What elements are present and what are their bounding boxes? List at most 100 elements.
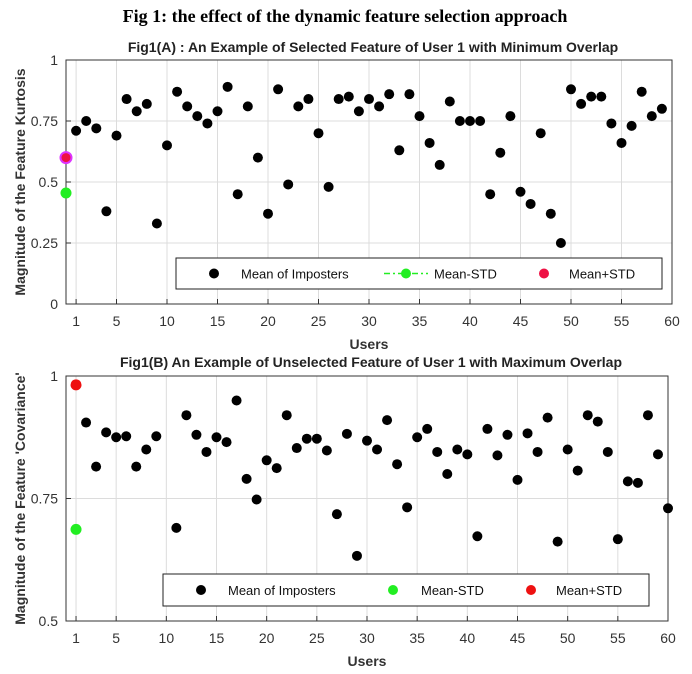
legend-marker bbox=[526, 585, 536, 595]
data-point bbox=[273, 84, 284, 95]
x-tick-label: 20 bbox=[260, 313, 276, 329]
data-point bbox=[70, 523, 82, 535]
data-point bbox=[293, 101, 304, 112]
legend-marker bbox=[388, 585, 398, 595]
data-point bbox=[606, 118, 617, 129]
data-point bbox=[162, 140, 172, 151]
data-point bbox=[465, 116, 475, 126]
x-tick-label: 40 bbox=[460, 630, 476, 646]
data-point bbox=[121, 431, 132, 442]
data-point bbox=[392, 459, 403, 470]
data-point bbox=[172, 86, 183, 97]
data-point bbox=[60, 187, 72, 199]
data-point bbox=[642, 410, 653, 421]
data-point bbox=[91, 461, 102, 472]
data-point bbox=[394, 145, 405, 156]
data-point bbox=[652, 449, 663, 460]
legend-marker bbox=[539, 268, 549, 279]
y-tick-label: 0.75 bbox=[31, 491, 58, 507]
x-tick-label: 60 bbox=[660, 630, 676, 646]
data-point bbox=[364, 94, 374, 105]
data-point bbox=[535, 128, 546, 139]
x-axis-label: Users bbox=[348, 653, 387, 669]
data-point bbox=[656, 103, 667, 114]
data-point bbox=[462, 449, 473, 460]
data-point bbox=[545, 208, 556, 219]
x-tick-label: 1 bbox=[72, 313, 80, 329]
y-tick-label: 0.5 bbox=[39, 174, 59, 190]
data-point bbox=[522, 428, 533, 439]
data-point bbox=[211, 432, 222, 443]
data-point bbox=[212, 106, 223, 117]
x-tick-label: 60 bbox=[664, 313, 680, 329]
data-point bbox=[576, 98, 587, 109]
data-point bbox=[111, 130, 122, 141]
data-point bbox=[141, 444, 152, 455]
data-point bbox=[101, 206, 112, 217]
data-point bbox=[331, 509, 342, 520]
data-point bbox=[622, 476, 633, 487]
data-point bbox=[59, 151, 73, 165]
y-tick-label: 0.25 bbox=[31, 235, 58, 251]
data-point bbox=[592, 416, 603, 427]
x-tick-label: 10 bbox=[159, 630, 175, 646]
x-tick-label: 25 bbox=[309, 630, 325, 646]
x-tick-label: 50 bbox=[563, 313, 579, 329]
legend-marker bbox=[196, 585, 206, 595]
legend-label: Mean-STD bbox=[434, 267, 497, 282]
data-point bbox=[402, 502, 413, 513]
data-point bbox=[232, 189, 243, 200]
legend-label: Mean+STD bbox=[569, 267, 635, 282]
data-point bbox=[636, 86, 647, 97]
data-point bbox=[343, 91, 354, 102]
data-point bbox=[532, 446, 543, 457]
x-tick-label: 25 bbox=[311, 313, 327, 329]
x-tick-label: 10 bbox=[159, 313, 175, 329]
x-tick-label: 5 bbox=[113, 313, 121, 329]
data-point bbox=[251, 494, 262, 505]
data-point bbox=[602, 446, 613, 457]
data-point bbox=[424, 137, 435, 148]
data-point bbox=[442, 469, 453, 479]
data-point bbox=[70, 379, 82, 391]
data-point bbox=[182, 101, 193, 112]
data-point bbox=[283, 179, 294, 190]
data-point bbox=[452, 444, 463, 455]
y-axis-label: Magnitude of the Feature Kurtosis bbox=[12, 68, 28, 295]
data-point bbox=[261, 455, 272, 466]
data-point bbox=[351, 550, 362, 561]
data-point bbox=[612, 534, 623, 545]
chart-panel-a: Fig1(A) : An Example of Selected Feature… bbox=[12, 39, 680, 352]
data-point bbox=[281, 410, 292, 421]
data-point bbox=[81, 116, 92, 126]
data-point bbox=[341, 428, 352, 439]
data-point bbox=[333, 94, 344, 105]
data-point bbox=[646, 111, 657, 122]
data-point bbox=[131, 461, 142, 472]
data-point bbox=[632, 477, 643, 488]
data-point bbox=[71, 125, 82, 136]
data-point bbox=[303, 94, 314, 105]
data-point bbox=[271, 463, 282, 474]
legend-box bbox=[162, 573, 650, 607]
y-tick-label: 1 bbox=[50, 52, 58, 68]
y-tick-label: 0.5 bbox=[39, 613, 59, 629]
data-point bbox=[323, 181, 334, 192]
data-point bbox=[362, 435, 372, 446]
data-point bbox=[515, 186, 526, 197]
x-tick-label: 40 bbox=[462, 313, 478, 329]
data-point bbox=[454, 116, 465, 126]
data-point bbox=[374, 101, 385, 112]
data-point bbox=[131, 106, 142, 117]
data-point bbox=[382, 415, 393, 426]
y-tick-label: 0.75 bbox=[31, 113, 58, 129]
data-point bbox=[252, 152, 263, 163]
y-axis-label: Magnitude of the Feature 'Covariance' bbox=[12, 372, 28, 624]
x-tick-label: 45 bbox=[510, 630, 526, 646]
x-tick-label: 15 bbox=[210, 313, 226, 329]
data-point bbox=[151, 218, 162, 229]
data-point bbox=[482, 423, 493, 434]
data-point bbox=[192, 111, 203, 122]
data-point bbox=[141, 98, 152, 109]
